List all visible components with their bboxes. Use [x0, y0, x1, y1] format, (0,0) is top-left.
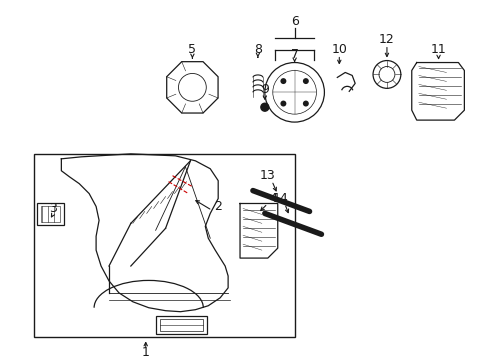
Text: 9: 9	[261, 83, 268, 96]
Bar	[34, 154, 294, 337]
Bar	[155, 316, 207, 333]
Text: 6: 6	[290, 15, 298, 28]
Circle shape	[302, 78, 308, 84]
Text: 7: 7	[290, 48, 298, 61]
Text: 4: 4	[269, 192, 277, 205]
Circle shape	[260, 103, 268, 111]
Bar	[37, 203, 64, 225]
Text: 1: 1	[142, 346, 149, 359]
Bar	[159, 319, 203, 330]
Text: 13: 13	[260, 169, 275, 182]
Text: 12: 12	[378, 33, 394, 46]
Text: 3: 3	[49, 202, 57, 215]
Circle shape	[302, 100, 308, 107]
Text: 2: 2	[214, 200, 222, 213]
Text: 5: 5	[188, 43, 196, 56]
Text: 11: 11	[430, 43, 446, 56]
Circle shape	[280, 100, 286, 107]
Text: 14: 14	[272, 192, 288, 205]
Bar	[41, 207, 60, 222]
Text: 8: 8	[253, 43, 262, 56]
Circle shape	[280, 78, 286, 84]
Text: 10: 10	[331, 43, 346, 56]
